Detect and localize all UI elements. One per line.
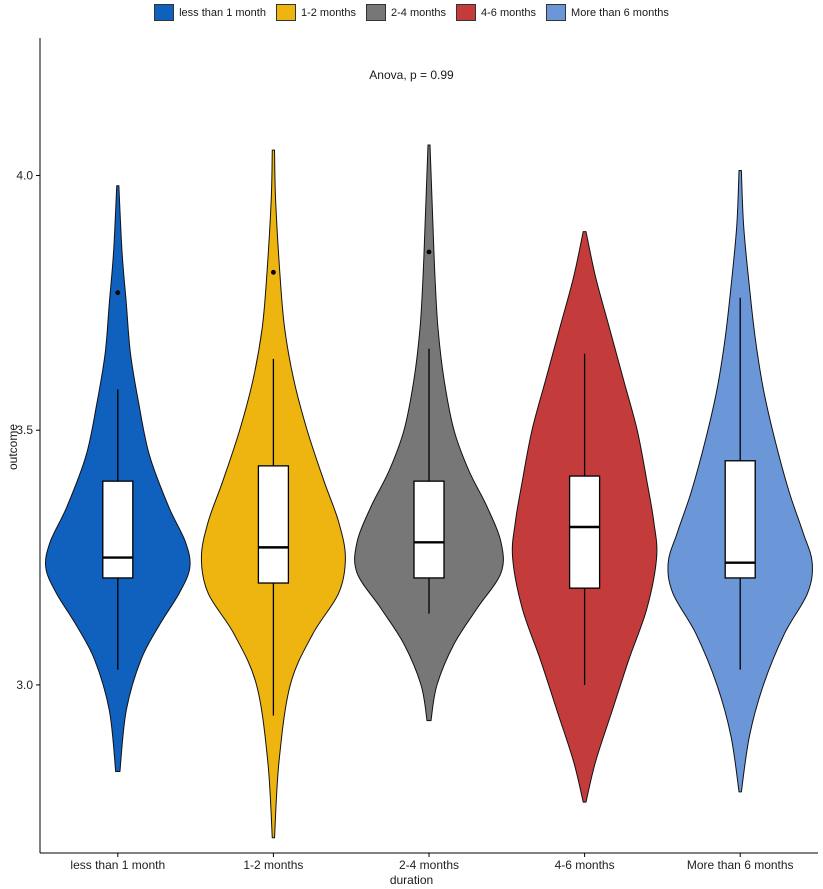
legend-swatch-1-2-months: [275, 4, 296, 21]
legend-swatch-2-4-months: [365, 4, 386, 21]
outlier-point: [271, 269, 276, 275]
x-tick-label: 1-2 months: [243, 858, 303, 872]
y-tick-label: 3.5: [16, 423, 33, 437]
legend-item: More than 6 months: [546, 4, 669, 21]
legend-swatch-4-6-months: [456, 4, 477, 21]
x-tick-label: 4-6 months: [555, 858, 615, 872]
legend-item: 2-4 months: [365, 4, 447, 21]
outlier-point: [426, 249, 432, 255]
legend-swatch-more-than-6-months: [546, 4, 567, 21]
anova-annotation: Anova, p = 0.99: [369, 68, 454, 82]
x-tick-label: 2-4 months: [399, 858, 459, 872]
box: [257, 465, 290, 584]
x-tick-label: less than 1 month: [70, 858, 165, 872]
y-tick-label: 3.0: [16, 678, 33, 692]
box: [413, 480, 445, 579]
y-tick-label: 4.0: [16, 169, 33, 183]
legend-label: More than 6 months: [571, 6, 669, 19]
x-tick-label: More than 6 months: [687, 858, 794, 872]
legend-item: 1-2 months: [275, 4, 356, 21]
legend-swatch-less-than-1-month: [154, 4, 175, 21]
legend-label: 4-6 months: [481, 6, 537, 19]
legend-label: less than 1 month: [179, 6, 266, 19]
legend-item: 4-6 months: [456, 4, 536, 21]
legend-label: 2-4 months: [390, 6, 447, 19]
box: [102, 480, 134, 579]
box: [724, 460, 756, 579]
box: [568, 475, 601, 589]
legend-item: less than 1 month: [154, 4, 266, 21]
x-axis-title: duration: [389, 873, 434, 887]
legend: less than 1 month 1-2 months 2-4 months …: [0, 4, 823, 21]
legend-label: 1-2 months: [300, 6, 356, 19]
outlier-point: [115, 290, 121, 296]
